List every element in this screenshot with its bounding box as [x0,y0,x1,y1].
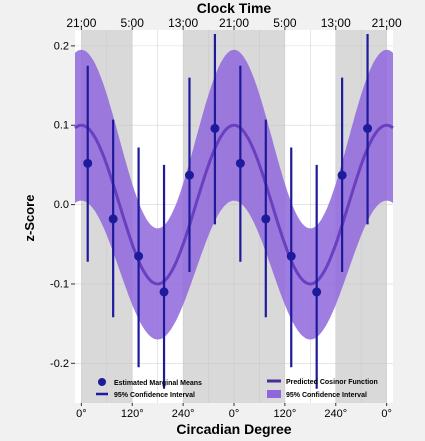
bottom-tick-label-4: 120° [273,408,296,420]
mean-point-1 [108,214,118,224]
top-tick-label-3: 21:00 [219,16,249,30]
bottom-tick-label-3: 0° [229,408,240,420]
confidence-band [75,49,393,340]
legend-ci-line-label: 95% Confidence Interval [114,392,195,399]
mean-point-3 [159,287,169,297]
legend-means-swatch [98,378,106,386]
legend-cosinor-label: Predicted Cosinor Function [286,379,378,386]
y-tick-label-2: 0.0 [54,199,69,211]
mean-point-4 [184,170,194,180]
legend: Estimated Marginal Means 95% Confidence … [96,378,378,399]
ci-band-area [75,49,393,340]
bottom-tick-label-1: 120° [121,408,144,420]
bottom-tick-label-2: 240° [172,408,195,420]
y-tick-label-0: 0.2 [54,40,69,52]
y-tick-label-1: 0.1 [54,120,69,132]
top-tick-label-0: 21:00 [66,16,96,30]
top-axis: 21:00 5:00 13:00 21:00 5:00 13:00 21:00 [66,16,402,30]
top-tick-label-5: 13:00 [321,16,351,30]
cosinor-curve [74,123,394,286]
x-axis-title: Circadian Degree [176,421,291,437]
y-axis-title: z-Score [22,195,37,242]
mean-point-9 [312,287,322,297]
mean-point-11 [363,123,373,133]
top-tick-label-1: 5:00 [121,16,145,30]
mean-point-2 [134,251,144,261]
bottom-tick-label-6: 0° [381,408,392,420]
cosinor-line [74,123,394,286]
y-axis: 0.2 0.1 0.0 -0.1 -0.2 [50,40,75,370]
top-tick-label-4: 5:00 [273,16,297,30]
mean-point-0 [83,158,93,168]
top-axis-title: Clock Time [197,0,272,16]
y-tick-label-3: -0.1 [50,278,69,290]
mean-point-7 [261,214,271,224]
mean-point-6 [235,158,245,168]
legend-means-label: Estimated Marginal Means [114,380,202,387]
y-tick-label-4: -0.2 [50,358,69,370]
marginal-mean-points [83,123,373,297]
mean-point-10 [337,170,347,180]
mean-point-8 [286,251,296,261]
legend-ci-band-swatch [267,390,281,398]
top-tick-label-2: 13:00 [168,16,198,30]
bottom-tick-label-5: 240° [324,408,347,420]
mean-point-5 [210,123,220,133]
top-tick-label-6: 21:00 [372,16,402,30]
bottom-tick-label-0: 0° [76,408,87,420]
legend-ci-band-label: 95% Confidence Interval [286,392,367,399]
bottom-axis: 0° 120° 240° 0° 120° 240° 0° [76,403,392,420]
